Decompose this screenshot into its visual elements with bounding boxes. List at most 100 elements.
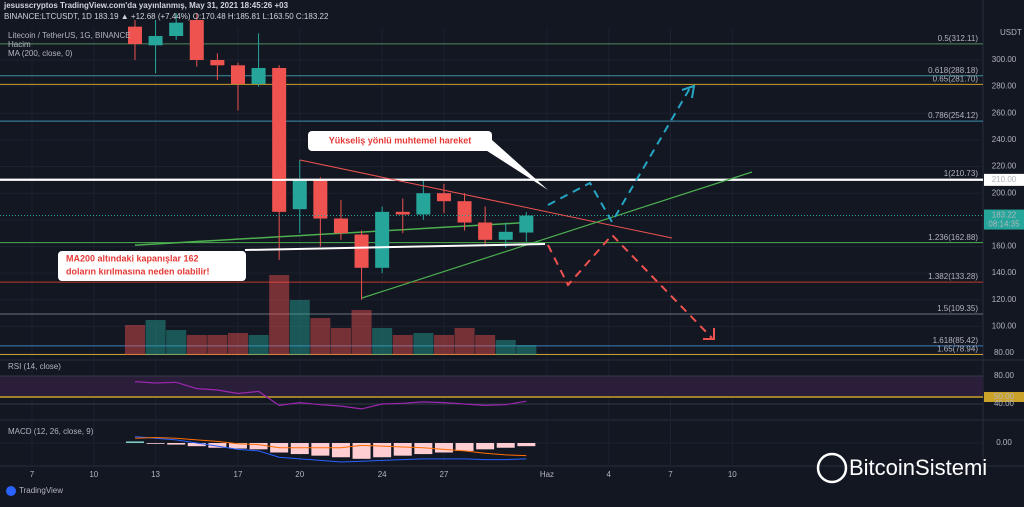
fib-label: 1.236(162.88) xyxy=(928,233,978,242)
price-tag-label: 210.00 xyxy=(992,175,1017,184)
support-line xyxy=(244,243,546,251)
y-tick-label: 300.00 xyxy=(992,55,1017,64)
candle-body xyxy=(457,201,472,223)
y-tick-label: 220.00 xyxy=(992,162,1017,171)
histogram-bar xyxy=(393,443,412,456)
fib-label: 0.786(254.12) xyxy=(928,111,978,120)
volume-bar xyxy=(207,335,228,355)
macd-line xyxy=(134,436,527,463)
price-tag xyxy=(984,173,1024,186)
arrow-head xyxy=(703,328,715,340)
fib-label: 1.618(85.42) xyxy=(933,336,979,345)
y-tick-label: 0.00 xyxy=(996,438,1012,447)
rsi-band xyxy=(0,376,983,397)
candle-body xyxy=(189,20,204,60)
candle-body xyxy=(354,234,369,268)
histogram-bar xyxy=(352,443,371,459)
x-tick-label: 13 xyxy=(151,470,160,479)
fib-label: 1(210.73) xyxy=(944,169,979,178)
candle-body xyxy=(375,211,390,268)
candle-body xyxy=(292,179,307,210)
fib-label: 1.5(109.35) xyxy=(937,304,978,313)
macd-line xyxy=(134,436,527,457)
volume-bar xyxy=(310,318,331,355)
y-tick-label: 80.00 xyxy=(994,371,1015,380)
y-tick-label: 100.00 xyxy=(992,322,1017,331)
candle-body xyxy=(395,211,410,215)
y-tick-label: 120.00 xyxy=(992,295,1017,304)
histogram-bar xyxy=(496,443,515,448)
fib-label: 1.65(78.94) xyxy=(937,345,978,354)
rsi-line xyxy=(134,381,527,410)
volume-bar xyxy=(330,328,351,355)
volume-bar xyxy=(372,328,393,355)
x-tick-label: Haz xyxy=(540,470,554,479)
volume-bar xyxy=(475,335,496,355)
histogram-bar xyxy=(414,443,433,455)
logo xyxy=(6,486,16,496)
x-tick-label: 7 xyxy=(30,470,35,479)
annotation-box xyxy=(58,251,246,281)
candle-body xyxy=(313,179,328,219)
fib-label: 1.382(133.28) xyxy=(928,272,978,281)
fib-label: 0.618(288.18) xyxy=(928,66,978,75)
chart-title: Litecoin / TetherUS, 1G, BINANCE xyxy=(8,31,131,40)
x-tick-label: 10 xyxy=(89,470,98,479)
volume-bar xyxy=(454,328,475,355)
candle-body xyxy=(251,67,266,84)
histogram-bar xyxy=(455,443,474,451)
annotation: doların kırılmasına neden olabilir! xyxy=(66,266,210,276)
candle-body xyxy=(478,222,493,240)
candle-body xyxy=(148,35,163,46)
watermark-logo xyxy=(816,452,848,484)
candle-body xyxy=(498,231,513,240)
y-tick-label: 160.00 xyxy=(992,242,1017,251)
volume-bar xyxy=(248,335,269,355)
y-tick-label: 280.00 xyxy=(992,82,1017,91)
histogram-bar xyxy=(125,441,144,443)
candle-body xyxy=(210,59,225,66)
bear-path xyxy=(547,233,713,339)
ma-label: MA (200, close, 0) xyxy=(8,49,73,58)
volume-bar xyxy=(145,320,166,355)
countdown: 08:14:35 xyxy=(988,220,1020,229)
trend-line xyxy=(361,171,753,299)
volume-bar xyxy=(269,275,290,355)
x-tick-label: 4 xyxy=(607,470,612,479)
x-tick-label: 7 xyxy=(668,470,673,479)
volume-bar xyxy=(495,340,516,355)
y-tick-label: 240.00 xyxy=(992,135,1017,144)
candle-body xyxy=(127,26,142,44)
publisher: jesusscryptos TradingView.com'da yayınla… xyxy=(3,1,289,10)
rsi-title: RSI (14, close) xyxy=(8,362,61,371)
symbol-line: BINANCE:LTCUSDT, 1D 183.19 ▲ +12.68 (+7.… xyxy=(4,12,329,21)
volume-bar xyxy=(392,335,413,355)
annotation-box xyxy=(308,131,492,151)
volume-label: Hacim xyxy=(8,40,31,49)
x-tick-label: 10 xyxy=(728,470,737,479)
price-tag-label: 183.22 xyxy=(992,211,1017,220)
trend-line xyxy=(299,159,673,239)
volume-bar xyxy=(124,325,145,355)
axis-unit: USDT xyxy=(1000,28,1022,37)
volume-bar xyxy=(433,335,454,355)
candle-body xyxy=(230,65,245,84)
y-tick-label: 80.00 xyxy=(994,348,1015,357)
watermark: BitcoinSistemi xyxy=(849,455,987,480)
annotation: Yükseliş yönlü muhtemel hareket xyxy=(329,135,472,145)
fib-label: 0.5(312.11) xyxy=(938,34,979,43)
volume-bar xyxy=(351,310,372,355)
y-tick-label: 40.00 xyxy=(994,399,1015,408)
volume-bar xyxy=(516,345,537,355)
fib-label: 0.65(281.70) xyxy=(933,74,979,83)
histogram-bar xyxy=(187,443,206,447)
histogram-bar xyxy=(373,443,392,458)
histogram-bar xyxy=(249,443,268,450)
volume-bar xyxy=(186,335,207,355)
histogram-bar xyxy=(146,443,165,444)
macd-title: MACD (12, 26, close, 9) xyxy=(8,427,94,436)
y-tick-label: 50.00 xyxy=(994,392,1015,401)
bull-path xyxy=(547,87,691,225)
price-tag xyxy=(984,209,1024,230)
